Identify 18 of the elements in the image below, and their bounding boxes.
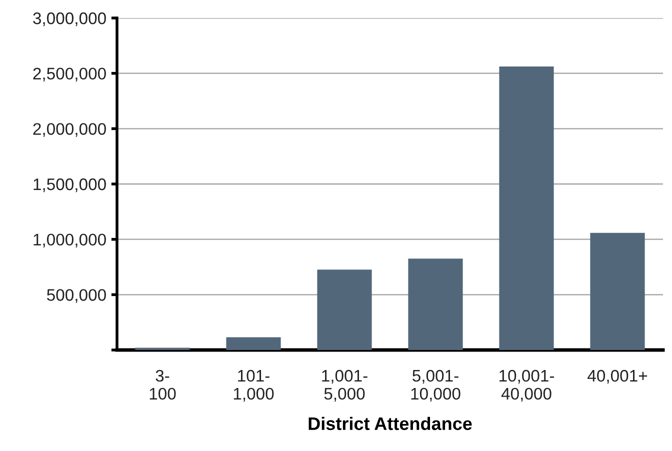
y-tick-label: 2,500,000: [33, 68, 106, 82]
bar: [499, 66, 554, 350]
y-tick-label: 3,000,000: [33, 12, 106, 26]
x-tick-label: 10,001- 40,000: [500, 370, 554, 402]
y-tick-label: 2,000,000: [33, 123, 106, 137]
x-tick-label: 1,001- 5,000: [322, 370, 368, 402]
y-tick-label: 1,500,000: [34, 178, 106, 192]
x-tick-label: 40,001+: [588, 370, 648, 384]
x-tick-label: 5,001- 10,000: [411, 370, 460, 402]
y-tick-label: 500,000: [47, 289, 106, 303]
x-tick-label: 3- 100: [150, 370, 176, 400]
bar: [317, 270, 372, 350]
x-tick-label: 101- 1,000: [234, 370, 274, 402]
bar: [226, 337, 281, 350]
x-axis-title: District Attendance: [308, 416, 472, 430]
y-tick-label: 1,000,000: [34, 234, 106, 248]
bar: [590, 232, 645, 350]
bar: [408, 258, 463, 350]
